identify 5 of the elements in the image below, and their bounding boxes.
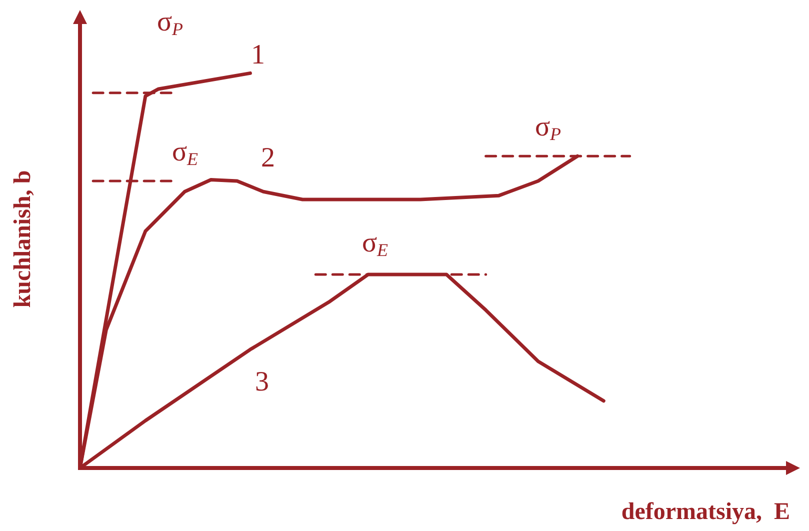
x-axis-title: deformatsiya, E [621, 499, 790, 525]
annotation: 3 [255, 366, 269, 398]
annotation: 2 [261, 142, 275, 174]
y-axis-title: kuchlanish, b [10, 170, 36, 308]
text: 1 [251, 40, 265, 70]
